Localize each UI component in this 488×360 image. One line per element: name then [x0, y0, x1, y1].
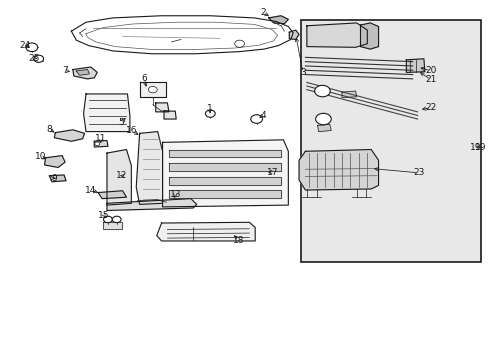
Polygon shape [44, 156, 65, 167]
Polygon shape [54, 130, 84, 141]
Text: 15: 15 [98, 211, 110, 220]
Polygon shape [168, 190, 281, 198]
Text: 11: 11 [95, 134, 106, 143]
Text: 25: 25 [28, 54, 40, 63]
Text: 14: 14 [85, 185, 97, 194]
Circle shape [315, 113, 330, 125]
Circle shape [205, 110, 215, 117]
Polygon shape [406, 59, 424, 72]
Polygon shape [140, 82, 166, 97]
Text: 1: 1 [206, 104, 212, 113]
Polygon shape [360, 23, 378, 49]
Polygon shape [156, 222, 255, 241]
Text: 8: 8 [46, 125, 52, 134]
Text: 16: 16 [125, 126, 137, 135]
Circle shape [26, 43, 38, 51]
Polygon shape [136, 132, 162, 204]
Text: 24: 24 [20, 41, 31, 50]
Polygon shape [98, 191, 126, 199]
Text: 20: 20 [424, 66, 435, 75]
Text: 5: 5 [119, 118, 124, 127]
Polygon shape [268, 16, 288, 24]
Circle shape [250, 115, 262, 123]
Polygon shape [73, 67, 97, 79]
Text: 19: 19 [474, 143, 486, 152]
Polygon shape [168, 149, 281, 157]
Text: 7: 7 [62, 66, 68, 75]
Polygon shape [299, 149, 378, 190]
Polygon shape [76, 69, 89, 75]
Text: 12: 12 [116, 171, 127, 180]
Text: 17: 17 [266, 168, 278, 177]
Text: 13: 13 [169, 190, 181, 199]
Polygon shape [83, 94, 130, 132]
Text: 4: 4 [260, 111, 265, 120]
Polygon shape [107, 149, 131, 205]
Polygon shape [306, 23, 366, 47]
Polygon shape [71, 16, 293, 54]
Text: 22: 22 [424, 103, 435, 112]
Polygon shape [103, 222, 122, 229]
Text: 9: 9 [51, 174, 57, 183]
Text: 21: 21 [424, 75, 435, 84]
Polygon shape [341, 91, 356, 98]
Polygon shape [155, 103, 168, 112]
Text: 10: 10 [35, 152, 46, 161]
Bar [300, 21, 480, 262]
Text: 23: 23 [412, 168, 424, 177]
Polygon shape [317, 125, 330, 132]
Text: 6: 6 [142, 75, 147, 84]
Circle shape [314, 85, 329, 97]
Circle shape [95, 142, 100, 145]
Circle shape [103, 216, 112, 223]
Polygon shape [94, 140, 108, 147]
Polygon shape [163, 111, 176, 119]
Polygon shape [289, 30, 299, 40]
Polygon shape [49, 175, 66, 182]
Circle shape [148, 86, 157, 93]
Polygon shape [168, 177, 281, 185]
Polygon shape [162, 140, 288, 207]
Text: 18: 18 [232, 236, 244, 245]
Text: 2: 2 [260, 8, 265, 17]
Text: 3: 3 [300, 68, 305, 77]
Polygon shape [168, 163, 281, 171]
Circle shape [34, 55, 43, 62]
Polygon shape [86, 22, 277, 49]
Text: 19: 19 [469, 143, 481, 152]
Polygon shape [107, 199, 196, 211]
Circle shape [112, 216, 121, 223]
